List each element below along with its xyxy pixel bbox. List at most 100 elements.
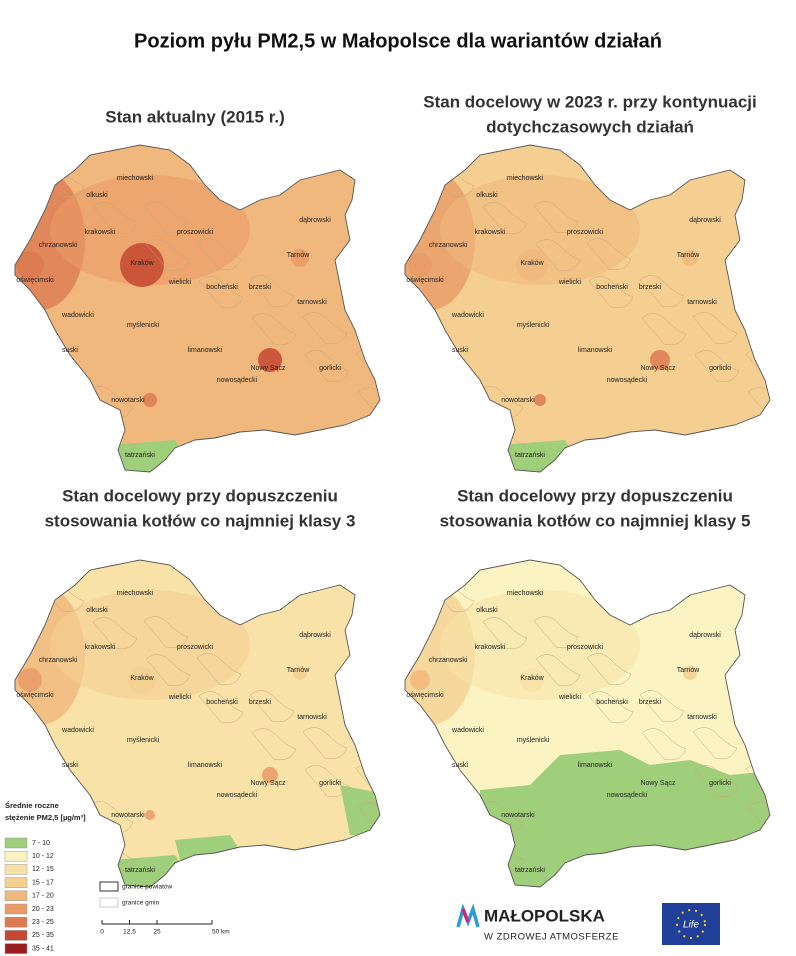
municipality-border: [249, 275, 295, 308]
district-label: chrzanowski: [39, 657, 78, 664]
district-label: nowotarski: [501, 397, 535, 404]
eu-life: Life: [683, 920, 700, 931]
district-label: suski: [62, 347, 78, 354]
district-label: wadowicki: [61, 312, 94, 319]
municipality-border: [535, 239, 581, 272]
district-label: nowotarski: [111, 397, 145, 404]
district-label: dąbrowski: [299, 632, 331, 639]
district-label: miechowski: [117, 590, 154, 597]
district-label: tatrzański: [125, 867, 155, 874]
municipality-border: [747, 802, 770, 835]
legend-label: 12 - 15: [32, 866, 54, 873]
district-label: miechowski: [117, 175, 154, 182]
district-label: olkuski: [86, 607, 108, 614]
district-label: brzeski: [249, 699, 272, 706]
municipality-border: [198, 691, 244, 724]
district-label: oświęcimski: [16, 692, 54, 699]
district-label: tatrzański: [515, 867, 545, 874]
municipality-border: [533, 616, 579, 649]
logo-name: MAŁOPOLSKA: [484, 906, 605, 925]
district-label: krakowski: [85, 644, 116, 651]
district-label: Tarnów: [677, 667, 701, 674]
district-label: brzeski: [639, 699, 662, 706]
map-title: stosowania kotłów co najmniej klasy 3: [45, 511, 356, 530]
district-label: proszowicki: [177, 229, 214, 236]
region-border: [14, 144, 381, 473]
map: miechowski olkuski dąbrowski proszowicki kra…: [14, 559, 381, 888]
district-label: chrzanowski: [429, 657, 468, 664]
district-label: myślenicki: [127, 322, 160, 329]
hot-spot: [410, 670, 430, 690]
municipality-border: [304, 765, 350, 798]
legend-swatch: [4, 943, 28, 954]
municipality-border: [249, 690, 295, 723]
district-label: Kraków: [520, 260, 544, 267]
hot-spot: [520, 668, 544, 692]
district-label: wielicki: [558, 279, 582, 286]
maps: Stan aktualny (2015 r.) miechowski olkuski…: [14, 92, 771, 888]
municipality-border: [535, 654, 581, 687]
legend-label: 15 - 17: [32, 879, 54, 886]
municipality-border: [641, 313, 687, 346]
district-label: krakowski: [85, 229, 116, 236]
legend-swatch: [4, 850, 28, 862]
hot-spot: [128, 666, 156, 694]
district-label: miechowski: [507, 590, 544, 597]
district-label: nowosądecki: [217, 792, 258, 799]
legend-label: 25 - 35: [32, 932, 54, 939]
municipality-border: [692, 727, 738, 760]
legend-label: 17 - 20: [32, 893, 54, 900]
scale-label: 0: [100, 929, 104, 936]
region-border: [404, 559, 771, 888]
legend-label: 35 - 41: [32, 945, 54, 952]
border-swatch: [99, 897, 119, 908]
legend-swatch: [4, 890, 28, 902]
municipality-border: [694, 765, 740, 798]
municipality-border: [588, 276, 634, 309]
legend-label: 7 - 10: [32, 840, 50, 847]
municipality-border: [145, 654, 191, 687]
hot-spot: [516, 249, 548, 281]
district-label: limanowski: [188, 762, 223, 769]
district-label: myślenicki: [517, 322, 550, 329]
district-label: gorlicki: [709, 780, 731, 787]
district-label: tarnowski: [687, 714, 717, 721]
district-label: nowotarski: [501, 812, 535, 819]
district-label: wadowicki: [61, 727, 94, 734]
legend-title: stężenie PM2,5 [µg/m³]: [5, 813, 86, 822]
logo-mark: [461, 908, 470, 923]
district-label: proszowicki: [567, 644, 604, 651]
region-border: [404, 144, 771, 473]
municipality-border: [143, 616, 189, 649]
district-label: nowotarski: [111, 812, 145, 819]
district-label: gorlicki: [319, 780, 341, 787]
municipality-border: [482, 617, 528, 650]
district-label: wielicki: [168, 279, 192, 286]
municipality-border: [145, 239, 191, 272]
hot-spot: [291, 249, 309, 267]
district-label: dąbrowski: [689, 217, 721, 224]
district-label: tatrzański: [515, 452, 545, 459]
district-label: krakowski: [475, 644, 506, 651]
district-label: oświęcimski: [16, 277, 54, 284]
border-swatch: [99, 881, 119, 892]
logo: MAŁOPOLSKA W ZDROWEJ ATMOSFERZE Life: [456, 903, 720, 945]
district-label: proszowicki: [567, 229, 604, 236]
district-label: oświęcimski: [406, 692, 444, 699]
district-label: tarnowski: [297, 714, 327, 721]
municipality-border: [143, 201, 189, 234]
legend-swatch: [4, 930, 28, 941]
municipality-border: [302, 312, 348, 345]
hot-spot: [650, 350, 670, 370]
district-label: wielicki: [558, 694, 582, 701]
north-zone: [440, 175, 640, 285]
municipality-border: [533, 201, 579, 234]
district-label: krakowski: [475, 229, 506, 236]
district-label: nowosądecki: [607, 377, 648, 384]
map: miechowski olkuski dąbrowski proszowicki kra…: [404, 144, 771, 473]
legend-label: 10 - 12: [32, 853, 54, 860]
district-label: olkuski: [476, 192, 498, 199]
hot-spot: [145, 810, 155, 820]
north-zone: [440, 590, 640, 700]
scale-label: 12,5: [123, 929, 136, 936]
